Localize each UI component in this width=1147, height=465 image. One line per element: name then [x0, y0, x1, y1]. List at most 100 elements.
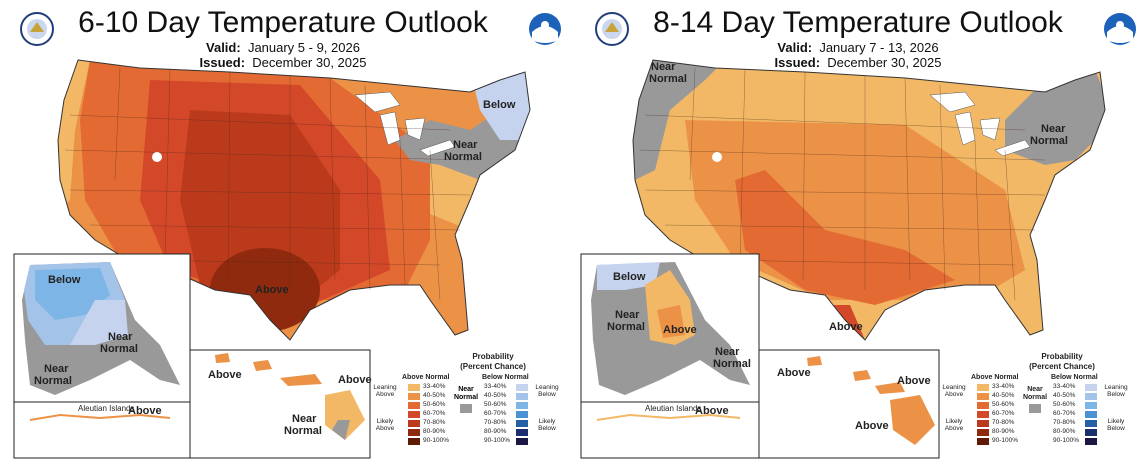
legend-below-row-5: 70-80% — [1053, 419, 1113, 428]
map-6-10: Above Below Near Normal Below Near Norma… — [13, 59, 531, 459]
great-salt-lake — [152, 152, 162, 162]
page-title-8-14: 8-14 Day Temperature Outlook — [653, 6, 1063, 39]
label-alaska-normal1: Normal — [100, 343, 138, 355]
conus-outline — [57, 59, 531, 341]
legend-above-row-1: 33-40% — [977, 383, 1037, 392]
label-alaska-above: Above — [663, 324, 697, 336]
alaska-below-33-40 — [597, 262, 660, 290]
hawaii-big-island — [890, 395, 935, 445]
legend-8-14: Probability (Percent Chance) Above Norma… — [942, 352, 1135, 462]
great-lake-huron — [404, 117, 426, 141]
alaska-below-33-40 — [70, 300, 128, 345]
commerce-seal-icon — [595, 12, 629, 46]
legend-title-line2: (Percent Chance) — [460, 362, 526, 371]
state-borders — [639, 67, 1046, 301]
hawaii-oahu — [253, 360, 272, 371]
aleutian-islands-shape — [29, 413, 171, 421]
near-head1: Near — [1027, 386, 1043, 393]
great-salt-lake — [712, 152, 722, 162]
legend-near-normal-swatch — [460, 404, 472, 413]
label-alaska-normal2: Normal — [34, 375, 72, 387]
legend-above-row-7: 90-100% — [977, 437, 1037, 446]
great-lake-superior — [354, 91, 401, 113]
legend-below-row-1: 33-40% — [484, 383, 544, 392]
label-hawaii-normal: Normal — [284, 425, 322, 437]
legend-leaning-above: Leaning Above — [942, 384, 966, 398]
page-title-6-10: 6-10 Day Temperature Outlook — [78, 6, 488, 39]
legend-below-row-2: 40-50% — [1053, 392, 1113, 401]
issued-date: December 30, 2025 — [252, 55, 367, 70]
legend-below-row-6: 80-90% — [484, 428, 544, 437]
label-conus-normal-ne: Normal — [1030, 135, 1068, 147]
label-aleutian-title: Aleutian Islands — [78, 404, 134, 413]
legend-above-row-1: 33-40% — [408, 383, 468, 392]
label-hawaii-above3: Above — [855, 420, 889, 432]
near-head2: Normal — [453, 394, 479, 401]
label-conus-near-nw: Near — [651, 61, 676, 73]
aleutian-inset-box — [13, 401, 191, 459]
hawaii-oahu — [853, 370, 871, 381]
legend-below-row-4: 60-70% — [484, 410, 544, 419]
label-aleutian-above: Above — [695, 405, 729, 417]
legend-below-row-4: 60-70% — [1053, 410, 1113, 419]
issued-label: Issued: — [199, 55, 246, 70]
label-conus-normal-nw: Normal — [649, 73, 687, 85]
label-alaska-below: Below — [613, 271, 646, 283]
legend-below-row-2: 40-50% — [484, 392, 544, 401]
legend-below-row-3: 50-60% — [484, 401, 544, 410]
legend-likely-below: Likely Below — [1107, 418, 1125, 432]
label-alaska-below: Below — [48, 274, 81, 286]
state-borders — [64, 67, 471, 301]
label-aleutian-above: Above — [128, 405, 162, 417]
hawaii-near-normal-zone — [332, 420, 350, 440]
legend-likely-above: Likely Above — [375, 418, 395, 432]
valid-label: Valid: — [206, 40, 241, 55]
label-hawaii-above2: Above — [338, 374, 372, 386]
legend-above-row-6: 80-90% — [977, 428, 1037, 437]
legend-above-row-3: 50-60% — [977, 401, 1037, 410]
great-lake-huron — [979, 117, 1001, 141]
legend-above-head: Above Normal — [971, 374, 1019, 381]
legend-below-head: Below Normal — [482, 374, 529, 381]
legend-below-row-5: 70-80% — [484, 419, 544, 428]
legend-above-row-5: 70-80% — [977, 419, 1037, 428]
hawaii-kauai — [807, 356, 822, 366]
legend-above-row-3: 50-60% — [408, 401, 468, 410]
outlook-panel-8-14: Near Normal Near Normal Above Below Near… — [575, 0, 1141, 465]
label-conus-above: Above — [829, 321, 863, 333]
issued-date: December 30, 2025 — [827, 55, 942, 70]
issued-line-8-14: Issued: December 30, 2025 — [575, 55, 1141, 70]
legend-likely-above: Likely Above — [944, 418, 964, 432]
conus-outline — [632, 59, 1106, 341]
legend-above-head: Above Normal — [402, 374, 450, 381]
valid-dates: January 5 - 9, 2026 — [247, 40, 360, 55]
legend-likely-below: Likely Below — [538, 418, 556, 432]
map-8-14: Near Normal Near Normal Above Below Near… — [580, 59, 1106, 459]
noaa-logo-icon — [528, 12, 562, 46]
legend-title-line1: Probability — [1041, 352, 1083, 361]
legend-above-row-2: 40-50% — [977, 392, 1037, 401]
issued-line-6-10: Issued: December 30, 2025 — [0, 55, 566, 70]
legend-above-row-6: 80-90% — [408, 428, 468, 437]
legend-near-normal-label-left: Near Normal — [451, 386, 481, 402]
label-conus-below: Below — [483, 99, 516, 111]
aleutian-inset-box — [580, 401, 760, 459]
valid-line-8-14: Valid: January 7 - 13, 2026 — [575, 40, 1141, 55]
legend-title-line1: Probability — [472, 352, 514, 361]
zone-near-normal-ne — [1005, 70, 1105, 165]
legend-below-row-6: 80-90% — [1053, 428, 1113, 437]
commerce-seal-icon — [20, 12, 54, 46]
label-alaska-normal: Normal — [607, 321, 645, 333]
legend-6-10: Probability (Percent Chance) Above Norma… — [373, 352, 566, 462]
legend-title-line2: (Percent Chance) — [1029, 362, 1095, 371]
legend-leaning-below: Leaning Below — [535, 384, 559, 398]
legend-above-row-4: 60-70% — [977, 410, 1037, 419]
label-hawaii-above2: Above — [897, 375, 931, 387]
label-hawaii-near: Near — [292, 413, 317, 425]
alaska-above-40-50 — [657, 305, 685, 338]
label-hawaii-above1: Above — [208, 369, 242, 381]
legend-near-normal-swatch — [1029, 404, 1041, 413]
legend-above-row-2: 40-50% — [408, 392, 468, 401]
legend-near-normal-label: Near Normal — [1020, 386, 1050, 402]
label-alaska-near2: Near — [44, 363, 69, 375]
